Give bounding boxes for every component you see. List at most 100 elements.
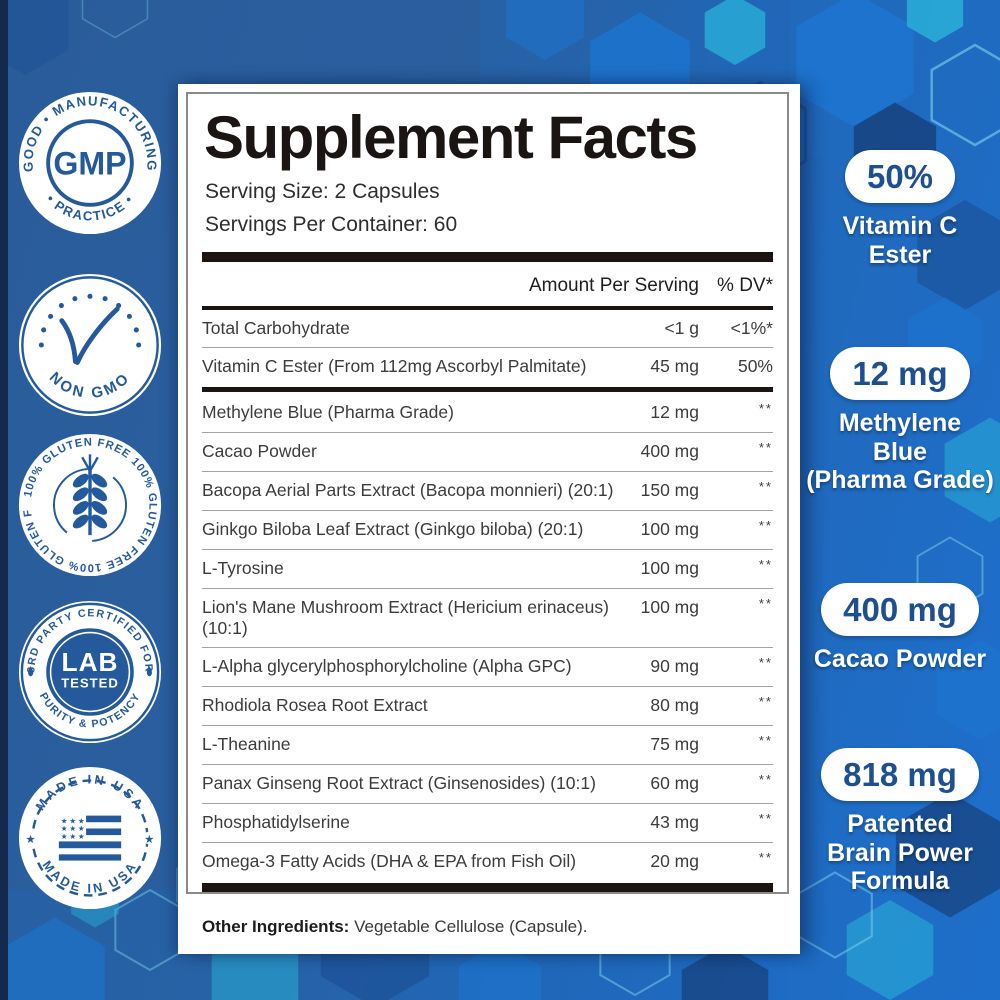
supplement-facts-panel: Supplement Facts Serving Size: 2 Capsule… (178, 84, 800, 954)
ingredient-row: Bacopa Aerial Parts Extract (Bacopa monn… (202, 471, 773, 510)
ingredient-amount: 100 mg (640, 519, 699, 539)
callout-pill: 50% (844, 150, 956, 203)
ingredient-name: Rhodiola Rosea Root Extract (202, 695, 428, 715)
made-in-usa-badge: MADE IN USA MADE IN USA ★ ★ ★ ★ ★ ★ ★ ★ … (17, 765, 163, 911)
lab-center-line2: TESTED (61, 676, 119, 691)
facts-inner-box: Supplement Facts Serving Size: 2 Capsule… (186, 92, 789, 894)
ingredient-amount: 75 mg (650, 734, 699, 754)
ingredient-row: Panax Ginseng Root Extract (Ginsenosides… (202, 764, 773, 803)
checkmark-icon (59, 306, 120, 365)
us-flag-icon: ★ ★ ★ ★ ★ ★ ★ ★ ★ (58, 815, 122, 861)
ingredient-dv: ** (758, 733, 773, 748)
ingredient-amount: 12 mg (650, 402, 699, 422)
svg-text:★ ★ ★: ★ ★ ★ (61, 832, 85, 841)
ingredient-amount: 90 mg (650, 656, 699, 676)
ingredient-amount: 80 mg (650, 695, 699, 715)
ingredient-name: Omega-3 Fatty Acids (DHA & EPA from Fish… (202, 851, 577, 871)
ingredient-dv: ** (758, 440, 773, 455)
svg-text:★ ★ ★: ★ ★ ★ (61, 816, 85, 825)
gluten-free-badge: 100% GLUTEN FREE 100% GLUTEN FREE 100% G… (17, 432, 163, 578)
callout-brain-power: 818 mg Patented Brain Power Formula (800, 748, 1000, 896)
ingredient-amount: 43 mg (650, 812, 699, 832)
column-percent-dv: % DV* (717, 275, 773, 296)
callout-label-line: Methylene (838, 409, 962, 437)
table-column-header: Amount Per Serving % DV* (202, 262, 773, 306)
ingredient-name: L-Alpha glycerylphosphorylcholine (Alpha… (202, 656, 572, 676)
other-ingredients-label: Other Ingredients: (202, 917, 350, 936)
ingredient-dv: ** (758, 518, 773, 533)
ingredient-dv: ** (758, 655, 773, 670)
ingredient-dv: ** (758, 596, 773, 611)
callout-pill: 400 mg (821, 583, 979, 636)
callout-label-line: Patented (847, 810, 953, 838)
ingredient-name: Ginkgo Biloba Leaf Extract (Ginkgo bilob… (202, 519, 584, 539)
ingredient-name: L-Tyrosine (202, 558, 284, 578)
callout-label-line: Vitamin C (842, 212, 958, 240)
ingredient-dv: ** (758, 557, 773, 572)
divider-thick (202, 252, 773, 262)
droplet-icon (146, 666, 152, 677)
ingredient-dv: 50% (737, 356, 773, 376)
callout-pill: 818 mg (821, 748, 979, 801)
callout-methylene-blue: 12 mg Methylene Blue (Pharma Grade) (800, 347, 1000, 495)
ingredient-amount: 100 mg (640, 558, 699, 578)
ingredient-amount: 400 mg (640, 441, 699, 461)
ingredient-row: Cacao Powder 400 mg ** (202, 432, 773, 471)
ingredient-amount: 45 mg (650, 356, 699, 376)
ingredient-dv: ** (758, 850, 773, 865)
ingredient-amount: 60 mg (650, 773, 699, 793)
svg-text:★ ★ ★: ★ ★ ★ (61, 824, 85, 833)
ingredient-amount: 20 mg (650, 851, 699, 871)
ingredient-name: Cacao Powder (202, 441, 317, 461)
other-ingredients-value: Vegetable Cellulose (Capsule). (349, 917, 588, 936)
callout-label-line: Ester (868, 240, 932, 269)
dotted-arc (38, 293, 142, 348)
left-edge-strip (0, 0, 8, 1000)
ingredient-dv: ** (758, 694, 773, 709)
ingredient-row: Methylene Blue (Pharma Grade) 12 mg ** (202, 394, 773, 432)
callout-cacao-powder: 400 mg Cacao Powder (800, 583, 1000, 674)
callout-label-line: Cacao Powder (813, 645, 987, 673)
ingredient-name: Methylene Blue (Pharma Grade) (202, 402, 454, 422)
divider-bottom (202, 883, 773, 892)
ingredient-row: Ginkgo Biloba Leaf Extract (Ginkgo bilob… (202, 510, 773, 549)
divider-medium (202, 306, 773, 310)
ingredient-row: Lion's Mane Mushroom Extract (Hericium e… (202, 588, 773, 647)
column-amount-per-serving: Amount Per Serving (528, 275, 699, 296)
servings-per-container: Servings Per Container: 60 (205, 213, 458, 236)
ingredient-name: L-Theanine (202, 734, 291, 754)
gmp-badge: GOOD • MANUFACTURING • PRACTICE • GMP (17, 90, 163, 236)
ingredient-row: L-Theanine 75 mg ** (202, 725, 773, 764)
ingredient-row: L-Alpha glycerylphosphorylcholine (Alpha… (202, 647, 773, 686)
ingredient-dv: ** (758, 479, 773, 494)
serving-size: Serving Size: 2 Capsules (205, 180, 440, 203)
panel-title: Supplement Facts (204, 104, 698, 171)
ingredient-name: Panax Ginseng Root Extract (Ginsenosides… (202, 773, 596, 793)
callout-label-line: Blue (872, 437, 928, 466)
callout-pill: 12 mg (830, 347, 970, 400)
ingredient-row: L-Tyrosine 100 mg ** (202, 549, 773, 588)
ingredient-dv: <1%* (730, 318, 773, 338)
ingredient-name: Lion's Mane Mushroom Extract (Hericium e… (202, 597, 609, 638)
ingredient-row: Rhodiola Rosea Root Extract 80 mg ** (202, 686, 773, 725)
callout-label: Vitamin C Ester (800, 212, 1000, 269)
ingredient-amount: 100 mg (640, 597, 699, 617)
callout-label: Methylene Blue (Pharma Grade) (800, 409, 1000, 495)
ingredient-dv: ** (758, 811, 773, 826)
callout-label: Patented Brain Power Formula (800, 810, 1000, 896)
ingredient-name: Total Carbohydrate (202, 318, 350, 338)
wheat-icon (72, 454, 108, 536)
ingredient-row: Total Carbohydrate <1 g <1%* (202, 310, 773, 347)
ingredient-amount: <1 g (664, 318, 699, 338)
ingredient-row: Vitamin C Ester (From 112mg Ascorbyl Pal… (202, 347, 773, 385)
callout-vitamin-c: 50% Vitamin C Ester (800, 150, 1000, 269)
ingredient-dv: ** (758, 401, 773, 416)
callout-label-line: Brain Power (827, 838, 973, 867)
ingredient-name: Phosphatidylserine (202, 812, 350, 832)
lab-center-line1: LAB (62, 647, 119, 677)
ingredient-amount: 150 mg (640, 480, 699, 500)
other-ingredients: Other Ingredients: Vegetable Cellulose (… (202, 917, 588, 937)
lab-tested-badge: 3RD PARTY CERTIFIED FOR PURITY & POTENCY… (17, 599, 163, 745)
droplet-icon (28, 666, 34, 677)
callout-label-line: Formula (850, 867, 950, 895)
